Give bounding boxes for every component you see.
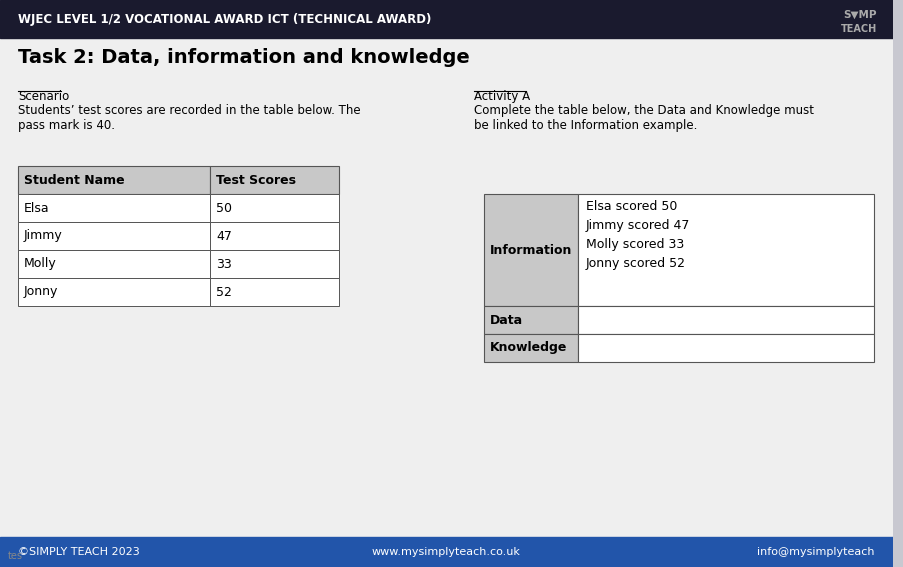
Bar <box>210 278 339 306</box>
Text: Molly: Molly <box>23 257 56 270</box>
Text: ©SIMPLY TEACH 2023: ©SIMPLY TEACH 2023 <box>18 547 139 557</box>
Text: Test Scores: Test Scores <box>216 174 296 187</box>
Text: www.mysimplyteach.co.uk: www.mysimplyteach.co.uk <box>371 547 520 557</box>
Bar <box>18 194 210 222</box>
Bar <box>210 194 339 222</box>
Bar <box>210 250 339 278</box>
Text: 33: 33 <box>216 257 232 270</box>
Bar <box>577 306 873 334</box>
Text: Scenario: Scenario <box>18 90 69 103</box>
Bar <box>18 222 210 250</box>
Text: Jimmy: Jimmy <box>23 230 62 243</box>
Bar <box>483 306 577 334</box>
Text: Jonny: Jonny <box>23 286 58 298</box>
Text: 47: 47 <box>216 230 232 243</box>
Bar <box>577 194 873 306</box>
Text: 50: 50 <box>216 201 232 214</box>
Bar <box>18 278 210 306</box>
Bar <box>0 537 891 567</box>
Text: tes: tes <box>8 551 23 561</box>
Text: Activity A: Activity A <box>473 90 529 103</box>
Bar <box>210 166 339 194</box>
Text: S▼MP: S▼MP <box>842 10 876 20</box>
Text: Elsa scored 50
Jimmy scored 47
Molly scored 33
Jonny scored 52: Elsa scored 50 Jimmy scored 47 Molly sco… <box>585 200 689 270</box>
Text: Complete the table below, the Data and Knowledge must
be linked to the Informati: Complete the table below, the Data and K… <box>473 104 813 132</box>
Text: Data: Data <box>489 314 522 327</box>
Bar <box>210 222 339 250</box>
Text: Students’ test scores are recorded in the table below. The
pass mark is 40.: Students’ test scores are recorded in th… <box>18 104 360 132</box>
Bar <box>18 250 210 278</box>
Bar <box>483 334 577 362</box>
Text: Elsa: Elsa <box>23 201 50 214</box>
Bar <box>18 166 210 194</box>
Bar <box>577 334 873 362</box>
Text: TEACH: TEACH <box>840 24 876 34</box>
Text: Knowledge: Knowledge <box>489 341 566 354</box>
Bar <box>0 38 891 537</box>
Text: Student Name: Student Name <box>23 174 125 187</box>
Text: Information: Information <box>489 243 572 256</box>
Bar <box>483 194 577 306</box>
Text: 52: 52 <box>216 286 232 298</box>
Text: WJEC LEVEL 1/2 VOCATIONAL AWARD ICT (TECHNICAL AWARD): WJEC LEVEL 1/2 VOCATIONAL AWARD ICT (TEC… <box>18 12 431 26</box>
Text: Task 2: Data, information and knowledge: Task 2: Data, information and knowledge <box>18 48 469 67</box>
Text: info@mysimplyteach: info@mysimplyteach <box>757 547 874 557</box>
Bar <box>0 0 891 38</box>
